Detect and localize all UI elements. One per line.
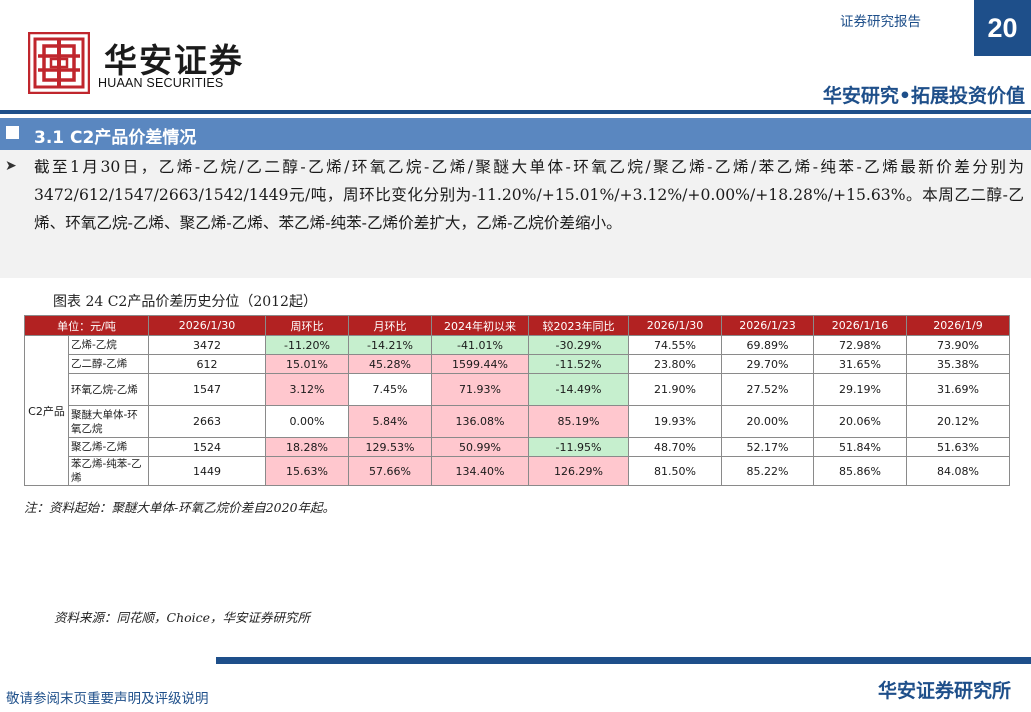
cell-wow: -11.20% — [265, 335, 349, 355]
cell-wow: 18.28% — [265, 437, 349, 457]
logo-english-name: HUAAN SECURITIES — [98, 76, 224, 90]
section-title: 3.1 C2产品价差情况 — [34, 128, 197, 148]
cell-yoy: -11.52% — [528, 354, 629, 374]
row-name: 聚乙烯-乙烯 — [68, 437, 149, 457]
table-row: 聚乙烯-乙烯 1524 18.28% 129.53% 50.99% -11.95… — [25, 437, 1010, 457]
cell-pct-2: 85.22% — [721, 456, 814, 486]
cell-mom: -14.21% — [348, 335, 432, 355]
cell-pct-2: 29.70% — [721, 354, 814, 374]
cell-yoy: 126.29% — [528, 456, 629, 486]
cell-ytd: 71.93% — [431, 373, 529, 406]
footer-organization: 华安证券研究所 — [877, 680, 1011, 702]
section-bullet-square-icon — [6, 126, 19, 139]
cell-price: 2663 — [148, 405, 266, 438]
cell-ytd: 50.99% — [431, 437, 529, 457]
cell-price: 3472 — [148, 335, 266, 355]
header-ytd: 2024年初以来 — [431, 315, 529, 336]
header-wow: 周环比 — [265, 315, 349, 336]
row-name: 环氧乙烷-乙烯 — [68, 373, 149, 406]
section-band — [0, 118, 1031, 150]
cell-yoy: -11.95% — [528, 437, 629, 457]
cell-pct-4: 20.12% — [906, 405, 1010, 438]
footer-divider — [216, 657, 1031, 664]
cell-pct-2: 69.89% — [721, 335, 814, 355]
row-name: 苯乙烯-纯苯-乙烯 — [68, 456, 149, 486]
cell-pct-1: 81.50% — [628, 456, 722, 486]
cell-pct-1: 21.90% — [628, 373, 722, 406]
table-row: C2产品 乙烯-乙烷 3472 -11.20% -14.21% -41.01% … — [24, 335, 1010, 486]
cell-mom: 57.66% — [348, 456, 432, 486]
cell-pct-4: 35.38% — [906, 354, 1010, 374]
cell-pct-3: 20.06% — [813, 405, 907, 438]
cell-wow: 15.01% — [265, 354, 349, 374]
row-name: 聚醚大单体-环氧乙烷 — [68, 405, 149, 438]
cell-price: 612 — [148, 354, 266, 374]
cell-pct-4: 31.69% — [906, 373, 1010, 406]
cell-pct-2: 20.00% — [721, 405, 814, 438]
cell-wow: 3.12% — [265, 373, 349, 406]
table-caption: 图表 24 C2产品价差历史分位（2012起） — [53, 294, 317, 310]
cell-pct-3: 29.19% — [813, 373, 907, 406]
table-row: 苯乙烯-纯苯-乙烯 1449 15.63% 57.66% 134.40% 126… — [25, 456, 1010, 486]
header-divider — [0, 110, 1031, 114]
header-pct-date-3: 2026/1/16 — [813, 315, 907, 336]
header-latest-date: 2026/1/30 — [148, 315, 266, 336]
cell-ytd: 136.08% — [431, 405, 529, 438]
cell-pct-2: 27.52% — [721, 373, 814, 406]
cell-pct-3: 72.98% — [813, 335, 907, 355]
cell-price: 1524 — [148, 437, 266, 457]
row-name: 乙二醇-乙烯 — [68, 354, 149, 374]
cell-wow: 0.00% — [265, 405, 349, 438]
data-source: 资料来源：同花顺，Choice，华安证券研究所 — [54, 610, 311, 625]
table-row: 环氧乙烷-乙烯 1547 3.12% 7.45% 71.93% -14.49% … — [25, 373, 1010, 406]
cell-pct-3: 51.84% — [813, 437, 907, 457]
cell-yoy: -30.29% — [528, 335, 629, 355]
page-number: 20 — [974, 0, 1031, 56]
cell-pct-1: 74.55% — [628, 335, 722, 355]
cell-pct-4: 51.63% — [906, 437, 1010, 457]
cell-wow: 15.63% — [265, 456, 349, 486]
cell-pct-3: 85.86% — [813, 456, 907, 486]
summary-paragraph: 截至1月30日，乙烯-乙烷/乙二醇-乙烯/环氧乙烷-乙烯/聚醚大单体-环氧乙烷/… — [34, 158, 1024, 232]
cell-pct-4: 73.90% — [906, 335, 1010, 355]
cell-pct-2: 52.17% — [721, 437, 814, 457]
header-pct-date-4: 2026/1/9 — [906, 315, 1010, 336]
cell-pct-1: 23.80% — [628, 354, 722, 374]
header-pct-date-1: 2026/1/30 — [628, 315, 722, 336]
cell-mom: 45.28% — [348, 354, 432, 374]
table-row: 聚醚大单体-环氧乙烷 2663 0.00% 5.84% 136.08% 85.1… — [25, 405, 1010, 438]
table-note: 注：资料起始：聚醚大单体-环氧乙烷价差自2020年起。 — [24, 500, 336, 515]
cell-mom: 7.45% — [348, 373, 432, 406]
cell-yoy: 85.19% — [528, 405, 629, 438]
report-type-label: 证券研究报告 — [840, 14, 921, 30]
cell-price: 1547 — [148, 373, 266, 406]
cell-ytd: 134.40% — [431, 456, 529, 486]
header-yoy: 较2023年同比 — [528, 315, 629, 336]
cell-mom: 5.84% — [348, 405, 432, 438]
cell-yoy: -14.49% — [528, 373, 629, 406]
cell-price: 1449 — [148, 456, 266, 486]
cell-pct-1: 19.93% — [628, 405, 722, 438]
cell-pct-4: 84.08% — [906, 456, 1010, 486]
table-header-row: 单位：元/吨 2026/1/30 周环比 月环比 2024年初以来 较2023年… — [24, 315, 1010, 336]
cell-ytd: 1599.44% — [431, 354, 529, 374]
header-pct-date-2: 2026/1/23 — [721, 315, 814, 336]
logo-chinese-name: 华安证券 — [104, 41, 244, 80]
header-mom: 月环比 — [348, 315, 432, 336]
cell-ytd: -41.01% — [431, 335, 529, 355]
summary-panel — [0, 150, 1031, 278]
bullet-arrow-icon: ➤ — [5, 158, 17, 174]
cell-mom: 129.53% — [348, 437, 432, 457]
cell-pct-1: 48.70% — [628, 437, 722, 457]
cell-pct-3: 31.65% — [813, 354, 907, 374]
header-slogan: 华安研究•拓展投资价值 — [822, 85, 1025, 107]
spread-percentile-table: 单位：元/吨 2026/1/30 周环比 月环比 2024年初以来 较2023年… — [24, 315, 1010, 486]
table-row: 乙二醇-乙烯 612 15.01% 45.28% 1599.44% -11.52… — [25, 354, 1010, 374]
header-unit: 单位：元/吨 — [24, 315, 149, 336]
huaan-logo-icon — [27, 31, 91, 95]
disclaimer-text: 敬请参阅末页重要声明及评级说明 — [6, 691, 209, 707]
row-name: 乙烯-乙烷 — [68, 335, 149, 355]
group-label-c2: C2产品 — [24, 335, 69, 486]
